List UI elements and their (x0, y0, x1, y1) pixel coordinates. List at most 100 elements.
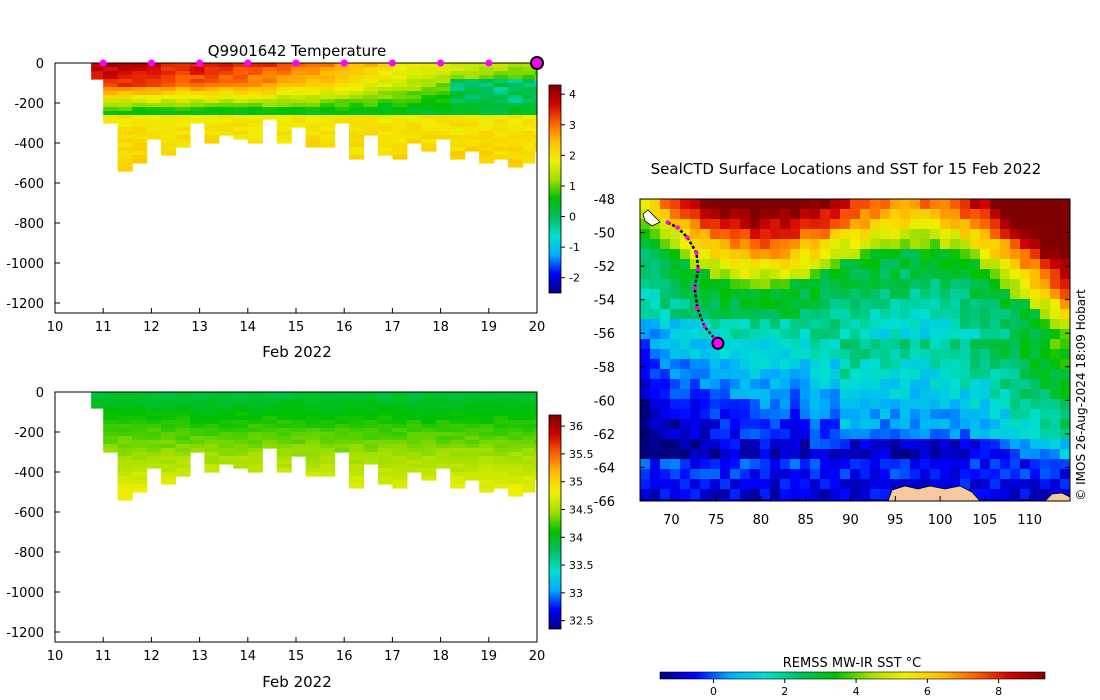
sst-cell (1050, 199, 1061, 210)
sst-cell (1020, 449, 1031, 460)
salinity-cell (276, 412, 292, 417)
temperature-cell (479, 111, 495, 116)
salinity-cell (479, 460, 495, 465)
temperature-cell (218, 75, 234, 80)
sst-cell (920, 209, 931, 220)
salinity-cell (132, 464, 148, 469)
sst-cell (1000, 199, 1011, 210)
sst-cell (960, 359, 971, 370)
sst-cell (710, 239, 721, 250)
sst-cell (970, 229, 981, 240)
sst-cell (650, 339, 661, 350)
temperature-cell (334, 71, 350, 76)
sst-cell (930, 409, 941, 420)
sst-cell (940, 409, 951, 420)
sst-cell (940, 349, 951, 360)
salinity-cell (320, 408, 336, 413)
sst-cell (820, 409, 831, 420)
salinity-cell (233, 436, 249, 441)
sst-cell (970, 209, 981, 220)
sst-cell (850, 499, 861, 501)
sst-cell (860, 359, 871, 370)
sst-cell (800, 369, 811, 380)
sst-cell (750, 499, 761, 501)
salinity-cell (117, 404, 133, 409)
temperature-cell (218, 119, 234, 124)
salinity-cell (493, 416, 509, 421)
temperature-cell (479, 83, 495, 88)
sst-cell (820, 449, 831, 460)
temperature-cell (377, 119, 393, 124)
salinity-cell (161, 392, 177, 397)
salinity-cell (349, 432, 365, 437)
sst-cell (1030, 239, 1041, 250)
temperature-cell (349, 91, 365, 96)
temperature-cell (377, 95, 393, 100)
salinity-cell (161, 464, 177, 469)
sst-cell (870, 459, 881, 470)
temperature-cell (175, 79, 191, 84)
salinity-cell (262, 444, 278, 449)
temperature-cell (464, 127, 480, 132)
temperature-cell (450, 111, 466, 116)
salinity-cell (349, 480, 365, 485)
sst-cell (750, 259, 761, 270)
sst-cell (670, 199, 681, 210)
sst-cell (870, 279, 881, 290)
temperature-cell (247, 79, 263, 84)
temperature-cell (262, 91, 278, 96)
temperature-cell (377, 139, 393, 144)
temperature-cell (161, 115, 177, 120)
sst-cell (660, 429, 671, 440)
temperature-cell (233, 103, 249, 108)
temperature-cell (493, 63, 509, 68)
sst-cell (780, 239, 791, 250)
sst-cell (990, 359, 1001, 370)
temperature-cell (464, 115, 480, 120)
salinity-cell (291, 404, 307, 409)
sst-cell (1040, 469, 1051, 480)
sst-cell (1030, 449, 1041, 460)
sst-cell (740, 269, 751, 280)
temperature-cell (508, 123, 524, 128)
temperature-cell (189, 67, 206, 72)
salinity-cell (435, 404, 451, 409)
salinity-cell (464, 416, 480, 421)
salinity-cell (334, 432, 350, 437)
sst-cell (910, 449, 921, 460)
sst-cell (850, 459, 861, 470)
salinity-cell (406, 468, 422, 473)
sst-cell (780, 319, 791, 330)
sst-cell (870, 379, 881, 390)
temperature-cell (534, 91, 537, 96)
salinity-cell (493, 408, 509, 413)
temperature-cell (247, 75, 263, 80)
sst-cell (640, 449, 651, 460)
salinity-cell (117, 444, 133, 449)
sst-cell (1000, 419, 1011, 430)
sst-cell (800, 429, 811, 440)
sst-cell (840, 439, 851, 450)
salinity-cell (534, 436, 537, 441)
temperature-cell (435, 111, 451, 116)
salinity-cell (276, 400, 292, 405)
temperature-cell (132, 151, 148, 156)
sst-cell (650, 359, 661, 370)
sst-cell (940, 249, 951, 260)
temperature-cell (522, 127, 536, 132)
sst-cell (740, 219, 751, 230)
sst-cell (880, 289, 891, 300)
sst-cell (1020, 389, 1031, 400)
sst-cell (860, 429, 871, 440)
salinity-y-tick-label: -200 (14, 426, 44, 441)
temperature-cell (392, 87, 408, 92)
temperature-cell (291, 107, 307, 112)
sst-cell (930, 199, 941, 210)
sst-cell (960, 309, 971, 320)
temperature-cell (534, 71, 537, 76)
sst-cell (740, 299, 751, 310)
temperature-cell (450, 79, 466, 84)
salinity-cell (262, 424, 278, 429)
sst-cell (910, 279, 921, 290)
temperature-cell (406, 91, 422, 96)
